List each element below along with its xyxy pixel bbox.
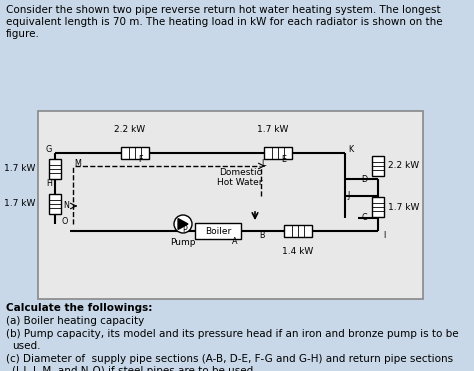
Text: N: N xyxy=(63,201,69,210)
Bar xyxy=(284,225,312,237)
Text: 1.7 kW: 1.7 kW xyxy=(4,200,35,209)
Text: A: A xyxy=(232,236,238,246)
Text: F: F xyxy=(139,154,143,164)
Text: Consider the shown two pipe reverse return hot water heating system. The longest: Consider the shown two pipe reverse retu… xyxy=(6,5,441,15)
Text: O: O xyxy=(62,217,68,226)
Text: G: G xyxy=(46,145,52,154)
Text: K: K xyxy=(348,145,354,154)
Bar xyxy=(38,111,423,299)
Bar xyxy=(195,223,241,239)
Text: Domestic
Hot Water: Domestic Hot Water xyxy=(217,168,263,187)
Text: 2.2 kW: 2.2 kW xyxy=(388,161,419,171)
Text: (b) Pump capacity, its model and its pressure head if an iron and bronze pump is: (b) Pump capacity, its model and its pre… xyxy=(6,329,459,339)
Text: P: P xyxy=(182,224,187,233)
Text: used.: used. xyxy=(12,341,40,351)
Text: D: D xyxy=(361,174,367,184)
Bar xyxy=(372,156,384,176)
Text: 1.7 kW: 1.7 kW xyxy=(4,164,35,173)
Text: J: J xyxy=(348,191,350,200)
Text: Boiler: Boiler xyxy=(205,227,231,236)
Text: E: E xyxy=(282,154,286,164)
Text: Pump: Pump xyxy=(170,238,196,247)
Text: 2.2 kW: 2.2 kW xyxy=(114,125,146,134)
Bar xyxy=(264,147,292,159)
Text: (I-J, L-M, and N-O) if steel pipes are to be used.: (I-J, L-M, and N-O) if steel pipes are t… xyxy=(12,366,256,371)
Text: (a) Boiler heating capacity: (a) Boiler heating capacity xyxy=(6,316,144,326)
Bar xyxy=(372,197,384,217)
Bar xyxy=(121,147,149,159)
Text: (c) Diameter of  supply pipe sections (A-B, D-E, F-G and G-H) and return pipe se: (c) Diameter of supply pipe sections (A-… xyxy=(6,354,453,364)
Text: H: H xyxy=(46,180,52,188)
Text: I: I xyxy=(383,232,385,240)
Text: C: C xyxy=(361,213,367,223)
Text: B: B xyxy=(259,232,265,240)
Text: L: L xyxy=(261,158,265,167)
Text: figure.: figure. xyxy=(6,29,40,39)
Text: 1.7 kW: 1.7 kW xyxy=(388,203,419,211)
Text: Calculate the followings:: Calculate the followings: xyxy=(6,303,152,313)
Text: 1.7 kW: 1.7 kW xyxy=(257,125,289,134)
Bar xyxy=(49,158,61,178)
Text: M: M xyxy=(74,158,82,167)
Circle shape xyxy=(174,215,192,233)
Text: 1.4 kW: 1.4 kW xyxy=(283,247,314,256)
Text: equivalent length is 70 m. The heating load in kW for each radiator is shown on : equivalent length is 70 m. The heating l… xyxy=(6,17,443,27)
Polygon shape xyxy=(178,219,188,229)
Bar xyxy=(49,194,61,214)
